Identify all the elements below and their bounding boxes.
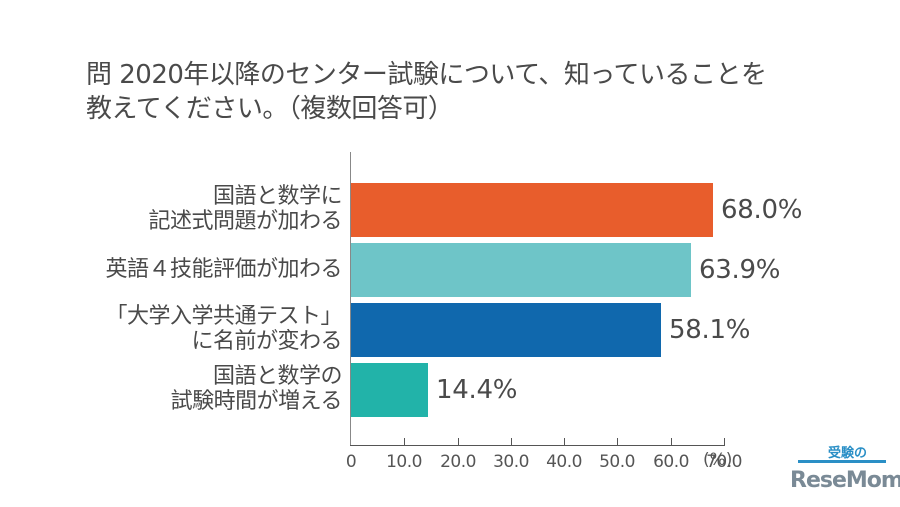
x-axis-tick — [671, 438, 672, 445]
x-axis-tick — [724, 438, 725, 445]
x-axis-tick — [564, 438, 565, 445]
bar — [351, 243, 691, 297]
chart-title: 問 2020年以降のセンター試験について、知っていることを 教えてください。（複… — [86, 58, 767, 126]
bar — [351, 363, 428, 417]
resemom-logo: 受験の ReseMom — [790, 440, 900, 500]
chart-title-line1: 問 2020年以降のセンター試験について、知っていることを — [86, 60, 767, 90]
x-axis-tick — [404, 438, 405, 445]
category-label: 「大学入学共通テスト」 に名前が変わる — [105, 304, 342, 354]
logo-subtitle: 受験の — [828, 446, 868, 461]
x-axis-line — [350, 445, 725, 446]
x-axis-tick-label: 50.0 — [599, 452, 635, 472]
x-axis-tick — [458, 438, 459, 445]
x-axis-tick — [511, 438, 512, 445]
x-axis-tick-label: 40.0 — [546, 452, 582, 472]
x-axis-tick-label: 10.0 — [386, 452, 422, 472]
x-axis-tick — [617, 438, 618, 445]
bar — [351, 183, 713, 237]
category-label: 国語と数学に 記述式問題が加わる — [148, 184, 342, 234]
x-axis-tick-label: 30.0 — [493, 452, 529, 472]
bar-value-label: 14.4% — [436, 375, 518, 405]
bar-value-label: 63.9% — [699, 255, 781, 285]
x-axis-tick-label: 0 — [345, 452, 357, 472]
bar — [351, 303, 661, 357]
logo-wave-icon — [798, 460, 886, 463]
category-label-line1: 国語と数学に — [212, 184, 343, 209]
y-axis-line — [350, 152, 351, 445]
category-label-line1: 「大学入学共通テスト」 — [105, 304, 342, 329]
x-axis-tick-label: 70.0 — [706, 452, 742, 472]
x-axis-tick-label: 60.0 — [653, 452, 689, 472]
category-label-line2: に名前が変わる — [191, 329, 342, 354]
bar-value-label: 58.1% — [669, 315, 751, 345]
category-label-line2: 記述式問題が加わる — [148, 209, 342, 234]
bar-value-label: 68.0% — [721, 195, 803, 225]
category-label-line2: 試験時間が増える — [170, 389, 343, 414]
chart-title-line2: 教えてください。（複数回答可） — [86, 94, 454, 124]
category-label: 英語４技能評価が加わる — [105, 257, 342, 282]
category-label-line1: 国語と数学の — [212, 364, 343, 389]
x-axis-unit: (%) — [703, 450, 733, 470]
x-axis-tick-label: 20.0 — [440, 452, 476, 472]
category-label-line1: 英語４技能評価が加わる — [105, 257, 342, 282]
logo-text: ReseMom — [790, 468, 900, 493]
category-label: 国語と数学の 試験時間が増える — [170, 364, 343, 414]
